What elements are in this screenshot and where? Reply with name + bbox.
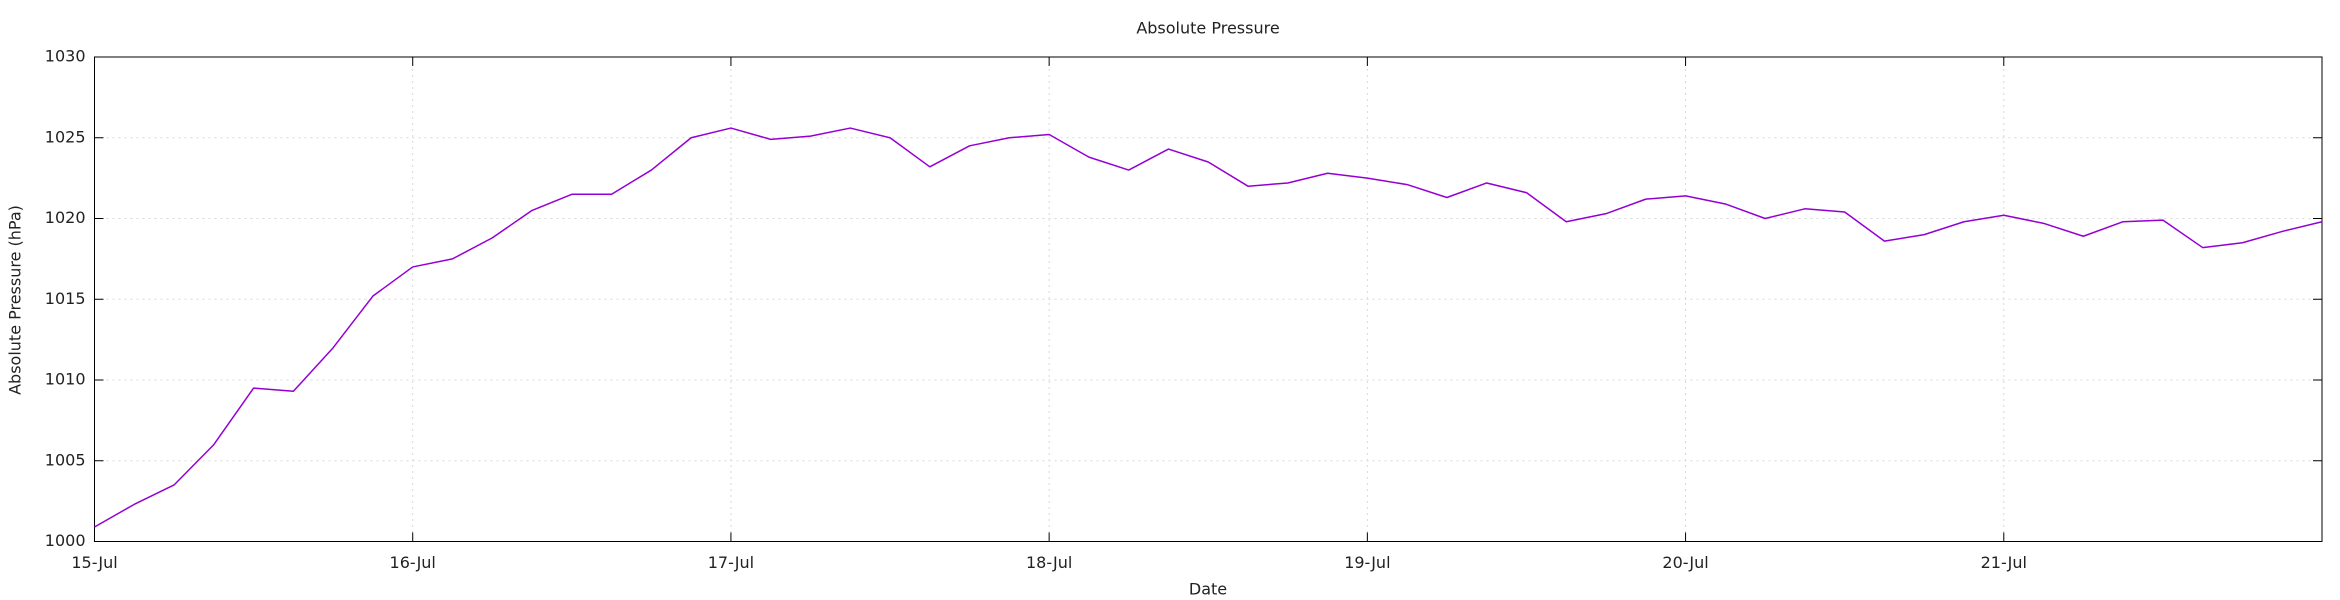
y-tick-label: 1030	[45, 47, 86, 66]
y-tick-label: 1010	[45, 370, 86, 389]
plot-frame	[94, 56, 2323, 542]
x-tick-label: 18-Jul	[1026, 553, 1072, 572]
x-tick-label: 20-Jul	[1662, 553, 1708, 572]
x-tick-label: 19-Jul	[1344, 553, 1390, 572]
y-tick-label: 1005	[45, 450, 86, 469]
x-axis-label: Date	[1189, 580, 1227, 599]
x-tick-label: 21-Jul	[1981, 553, 2027, 572]
data-line	[94, 127, 2323, 528]
y-tick-label: 1015	[45, 289, 86, 308]
x-tick-label: 15-Jul	[71, 553, 117, 572]
x-tick-label: 16-Jul	[390, 553, 436, 572]
y-axis-label: Absolute Pressure (hPa)	[6, 205, 25, 395]
y-tick-label: 1020	[45, 208, 86, 227]
x-tick-label: 17-Jul	[708, 553, 754, 572]
y-tick-label: 1025	[45, 127, 86, 146]
chart-title: Absolute Pressure	[1136, 19, 1279, 38]
y-tick-label: 1000	[45, 531, 86, 550]
